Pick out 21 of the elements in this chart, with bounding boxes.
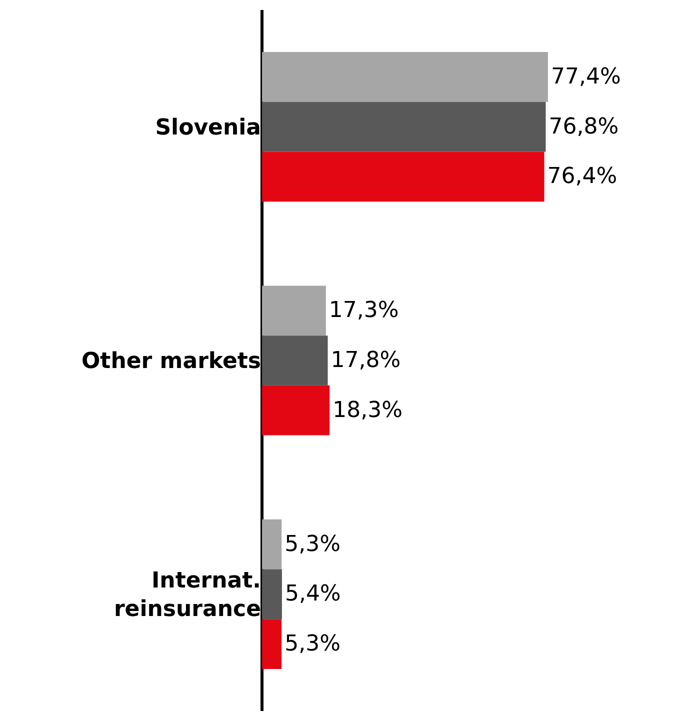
- bar: [262, 385, 330, 436]
- bar: [262, 286, 326, 336]
- y-tick-label: Internat. reinsurance: [114, 568, 261, 622]
- y-tick-label: Other markets: [81, 349, 261, 374]
- bar: [262, 102, 546, 152]
- bar: [262, 569, 282, 620]
- data-label: 5,3%: [284, 532, 340, 557]
- bar: [262, 152, 544, 202]
- bar: [262, 519, 282, 570]
- data-label: 76,4%: [547, 164, 618, 190]
- data-label: 18,3%: [332, 398, 402, 423]
- data-label: 5,3%: [284, 632, 340, 657]
- data-label: 17,3%: [328, 298, 399, 324]
- data-label: 17,8%: [330, 348, 401, 373]
- data-label: 76,8%: [548, 114, 619, 140]
- bar: [262, 619, 282, 669]
- y-tick-label: Slovenia: [155, 116, 261, 141]
- data-label: 5,4%: [284, 582, 341, 607]
- bar: [262, 52, 548, 102]
- bar: [262, 336, 328, 386]
- data-label: 77,4%: [550, 64, 621, 90]
